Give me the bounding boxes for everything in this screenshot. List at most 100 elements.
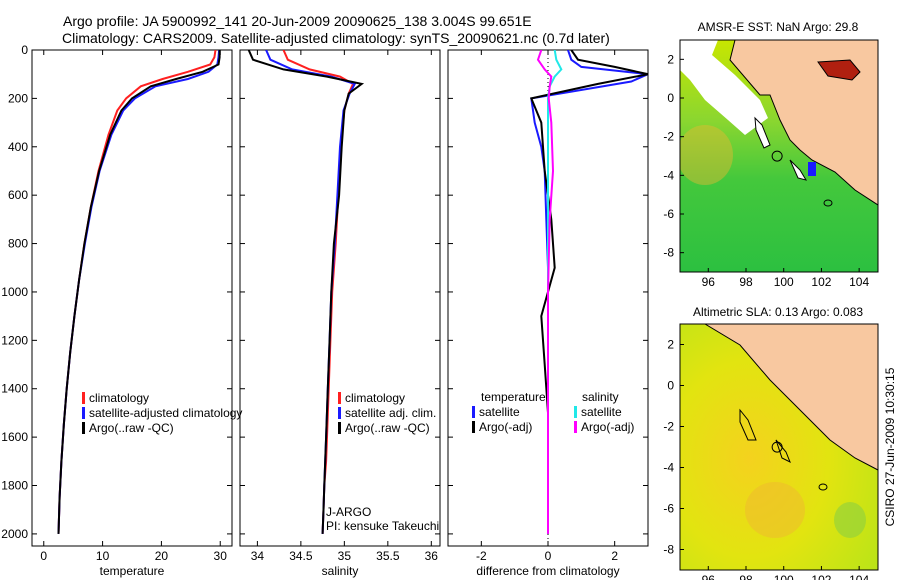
sst-land <box>680 40 878 206</box>
sst-map-title: AMSR-E SST: NaN Argo: 29.8 <box>698 20 859 34</box>
salinity-legend-label: Argo(..raw -QC) <box>345 421 430 435</box>
temperature-x-tick-label: 10 <box>96 549 110 563</box>
temperature-series-line <box>57 50 217 534</box>
temperature-plot-frame <box>31 49 233 547</box>
difference-series-line <box>536 50 555 534</box>
difference-x-tick-label: 2 <box>611 549 618 563</box>
sla-map-frame <box>679 323 879 571</box>
sst_map-lon-tick-label: 98 <box>739 275 753 289</box>
sla_map-lat-tick-label: -6 <box>663 502 674 516</box>
temperature-x-tick-label: 30 <box>214 549 228 563</box>
temperature-legend-label: satellite-adjusted climatology <box>89 406 242 420</box>
sst_map-lon-tick-label: 100 <box>774 275 794 289</box>
salinity-legend-swatch <box>338 422 341 434</box>
sla_map-lon-tick-label: 96 <box>702 573 716 580</box>
sst-map: AMSR-E SST: NaN Argo: 29.8 96 98 100 102 104… <box>663 20 879 289</box>
salinity-x-tick-label: 34 <box>251 549 265 563</box>
sst_map-lat-tick-label: -6 <box>663 207 674 221</box>
sst_map-lat-tick-label: -8 <box>663 246 674 260</box>
salinity-panel: 34 34.5 35 35.5 36 salinity climatologysatelli… <box>239 49 441 578</box>
sst-island-siberut <box>754 116 771 149</box>
salinity-diff-legend-label: Argo(-adj) <box>581 420 634 434</box>
temperature-diff-legend-label: Argo(-adj) <box>479 420 532 434</box>
depth-tick-label: 1400 <box>1 382 28 396</box>
difference-x-axis-label: difference from climatology <box>476 564 619 578</box>
temperature-x-tick-label: 20 <box>155 549 169 563</box>
salinity-series-line <box>265 50 357 534</box>
sla_map-lat-tick-label: 2 <box>667 338 674 352</box>
temperature-legend-swatch <box>82 407 85 419</box>
depth-tick-label: 2000 <box>1 527 28 541</box>
sst_map-lon-tick-label: 102 <box>811 275 831 289</box>
salinity-legend-swatch <box>338 392 341 404</box>
salinity-x-axis-label: salinity <box>322 564 359 578</box>
sla-map-title: Altimetric SLA: 0.13 Argo: 0.083 <box>693 305 863 319</box>
sla-island-siberut <box>739 408 757 441</box>
depth-tick-label: 1600 <box>1 430 28 444</box>
temperature-diff-legend-title: temperature <box>481 390 546 404</box>
sla-land <box>680 324 878 471</box>
depth-tick-label: 1000 <box>1 285 28 299</box>
salinity-diff-legend-swatch <box>574 421 577 433</box>
sst-argo-position-marker <box>771 150 783 162</box>
salinity-x-tick-label: 36 <box>425 549 439 563</box>
sst-axes: 96 98 100 102 104 2 0 -2 -4 -6 -8 <box>663 52 869 289</box>
depth-tick-label: 800 <box>8 237 28 251</box>
temperature-x-tick-label: 0 <box>40 549 47 563</box>
sla_map-lat-tick-label: -8 <box>663 543 674 557</box>
salinity-x-tick-label: 35 <box>338 549 352 563</box>
sst-map-frame <box>679 39 879 273</box>
sla_map-lon-tick-label: 100 <box>774 573 794 580</box>
sla_map-lon-tick-label: 104 <box>849 573 869 580</box>
sst_map-lat-tick-label: 2 <box>667 52 674 66</box>
salinity-legend-label: climatology <box>345 391 405 405</box>
sla-axes: 96 98 100 102 104 2 0 -2 -4 -6 -8 <box>663 338 869 580</box>
depth-tick-label: 0 <box>21 43 28 57</box>
sla-high-patch <box>745 482 805 538</box>
sla_map-lat-tick-label: -4 <box>663 461 674 475</box>
float-pi-label: PI: kensuke Takeuchi <box>326 519 439 533</box>
sst_map-lat-tick-label: 0 <box>667 91 674 105</box>
figure-title-line1: Argo profile: JA 5900992_141 20-Jun-2009… <box>63 13 532 29</box>
sst-warm-patch <box>680 125 733 185</box>
temperature-series-line <box>57 50 221 534</box>
temperature-series-line <box>57 50 221 534</box>
float-program-label: J-ARGO <box>326 505 371 519</box>
timestamp-label: CSIRO 27-Jun-2009 10:30:15 <box>883 367 897 526</box>
salinity-diff-legend-label: satellite <box>581 405 622 419</box>
depth-tick-label: 200 <box>8 91 28 105</box>
salinity-diff-legend-title: salinity <box>582 390 619 404</box>
temperature-x-axis-label: temperature <box>100 564 165 578</box>
salinity-x-tick-label: 35.5 <box>376 549 400 563</box>
figure-title-line2: Climatology: CARS2009. Satellite-adjuste… <box>62 30 610 46</box>
temperature-legend-label: Argo(..raw -QC) <box>89 421 174 435</box>
temperature-panel: 0 10 20 30 0 200 400 600 800 1000 1200 1400 1600 1800… <box>1 43 242 578</box>
salinity-x-tick-label: 34.5 <box>289 549 313 563</box>
salinity-plot-frame <box>239 49 441 547</box>
sst_map-lat-tick-label: -2 <box>663 130 674 144</box>
temperature-legend-swatch <box>82 392 85 404</box>
depth-tick-label: 400 <box>8 140 28 154</box>
salinity-legend-label: satellite adj. clim. <box>345 406 436 420</box>
sla_map-lon-tick-label: 98 <box>739 573 753 580</box>
temperature-diff-legend-swatch <box>472 421 475 433</box>
depth-tick-label: 1200 <box>1 333 28 347</box>
sla_map-lat-tick-label: -2 <box>663 420 674 434</box>
temperature-legend-swatch <box>82 422 85 434</box>
sst-island-enggano <box>823 199 833 207</box>
sst_map-lat-tick-label: -4 <box>663 168 674 182</box>
sla-island-pagai <box>775 439 791 464</box>
sst-hot-land-patch <box>817 59 861 81</box>
sst-island-pagai <box>789 159 808 181</box>
difference-series-line <box>529 50 648 534</box>
sla_map-lon-tick-label: 102 <box>811 573 831 580</box>
sst_map-lon-tick-label: 104 <box>849 275 869 289</box>
temperature-legend-label: climatology <box>89 391 149 405</box>
difference-x-tick-label: 0 <box>545 549 552 563</box>
sla_map-lat-tick-label: 0 <box>667 379 674 393</box>
difference-x-tick-label: -2 <box>476 549 487 563</box>
difference-series-line <box>547 50 563 534</box>
salinity-diff-legend-swatch <box>574 406 577 418</box>
